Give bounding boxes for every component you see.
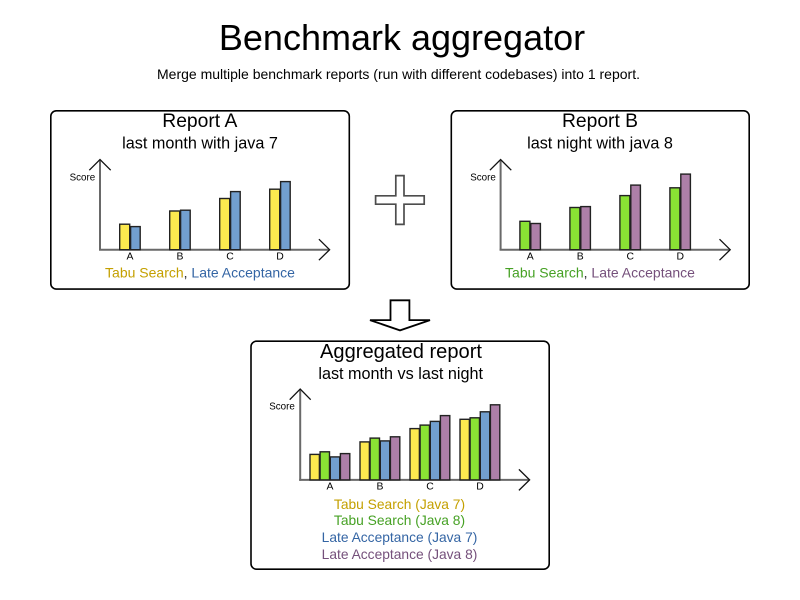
- svg-text:Tabu Search (Java 8): Tabu Search (Java 8): [334, 513, 465, 528]
- svg-text:last month vs last night: last month vs last night: [318, 365, 483, 383]
- svg-text:A: A: [127, 252, 134, 263]
- svg-text:D: D: [676, 252, 684, 263]
- svg-text:B: B: [377, 481, 384, 492]
- svg-text:Benchmark aggregator: Benchmark aggregator: [219, 17, 585, 58]
- svg-text:A: A: [527, 252, 534, 263]
- svg-text:Score: Score: [470, 173, 496, 184]
- svg-text:Report A: Report A: [162, 111, 237, 132]
- svg-text:D: D: [276, 252, 284, 263]
- svg-text:last night with java 8: last night with java 8: [527, 134, 673, 152]
- svg-text:D: D: [476, 481, 484, 492]
- svg-text:Tabu Search (Java 7): Tabu Search (Java 7): [334, 497, 465, 512]
- svg-text:Tabu Search, Late Acceptance: Tabu Search, Late Acceptance: [505, 265, 695, 281]
- svg-text:Late Acceptance (Java 8): Late Acceptance (Java 8): [322, 547, 478, 562]
- svg-text:C: C: [426, 481, 434, 492]
- svg-text:Report B: Report B: [562, 111, 638, 132]
- svg-text:C: C: [226, 252, 234, 263]
- svg-text:A: A: [327, 481, 334, 492]
- svg-text:last month with java 7: last month with java 7: [122, 134, 278, 152]
- svg-text:Tabu Search, Late Acceptance: Tabu Search, Late Acceptance: [105, 265, 295, 281]
- svg-text:B: B: [177, 252, 184, 263]
- svg-text:Aggregated report: Aggregated report: [320, 341, 482, 363]
- svg-text:Merge multiple benchmark repor: Merge multiple benchmark reports (run wi…: [157, 66, 640, 82]
- svg-text:B: B: [577, 252, 584, 263]
- svg-text:Score: Score: [70, 173, 96, 184]
- svg-text:C: C: [626, 252, 634, 263]
- svg-text:Late Acceptance (Java 7): Late Acceptance (Java 7): [322, 530, 478, 545]
- svg-text:Score: Score: [269, 402, 295, 413]
